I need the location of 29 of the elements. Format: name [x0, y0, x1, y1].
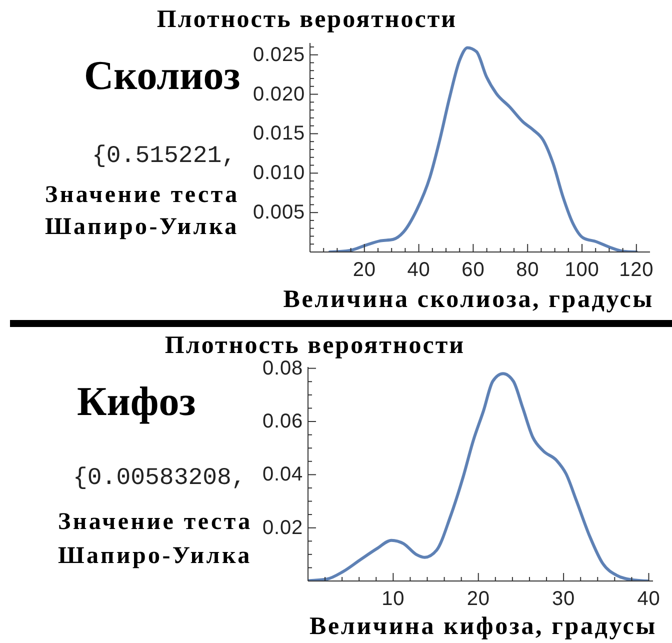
y-tick-label: 0.020 — [252, 83, 305, 106]
x-tick-label: 40 — [637, 588, 660, 610]
y-tick-label: 0.015 — [252, 122, 305, 145]
text: Значение теста Шапиро-Уилка — [58, 508, 254, 571]
x-tick-label: 80 — [516, 259, 540, 281]
text: {0.00583208, — [73, 464, 246, 494]
x-tick-label: 40 — [407, 259, 430, 281]
y-tick-label: 0.005 — [252, 202, 305, 224]
x-axis-title: Величина сколиоза, градусы — [283, 285, 654, 315]
chart-title: Сколиоз — [84, 51, 240, 100]
chart-title: Кифоз — [77, 377, 196, 426]
y-tick-label: 0.06 — [262, 410, 303, 432]
x-tick-label: 30 — [552, 588, 576, 610]
x-axis-title: Величина кифоза, градусы — [310, 612, 657, 642]
line-series — [308, 372, 650, 581]
x-tick-label: 120 — [619, 259, 654, 281]
y-tick-label: 0.010 — [252, 162, 305, 184]
x-tick-label: 10 — [382, 588, 405, 610]
x-tick-label: 20 — [466, 588, 490, 610]
text: {0.515221, — [92, 142, 236, 172]
y-tick-label: 0.04 — [262, 464, 303, 486]
x-tick-label: 20 — [352, 259, 376, 281]
x-tick-label: 100 — [564, 259, 600, 281]
y-axis-title: Плотность вероятности — [156, 5, 458, 35]
x-tick-label: 60 — [462, 259, 485, 281]
text: Значение теста Шапиро-Уилка — [45, 181, 240, 242]
y-tick-label: 0.025 — [252, 44, 305, 66]
line-series — [328, 46, 638, 252]
y-tick-label: 0.02 — [262, 516, 303, 539]
